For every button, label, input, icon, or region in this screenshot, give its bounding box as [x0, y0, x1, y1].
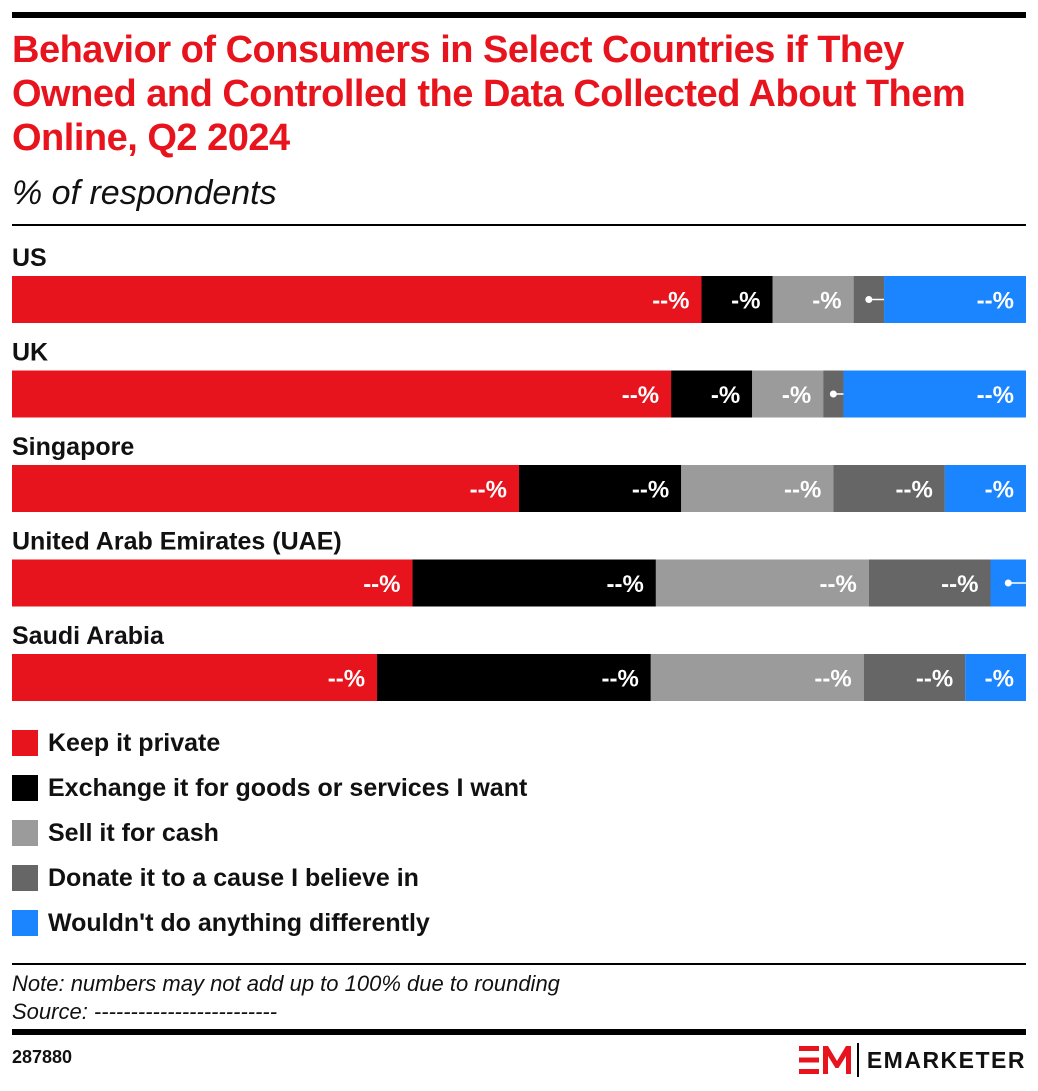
data-label: --% [601, 666, 638, 693]
data-label: --% [941, 571, 978, 598]
data-label: --% [896, 477, 933, 504]
category-label: UK [12, 339, 48, 367]
emarketer-logo: EMARKETER [798, 1042, 1026, 1078]
legend-label: Exchange it for goods or services I want [48, 774, 528, 802]
data-label: --% [328, 666, 365, 693]
note-divider [12, 963, 1026, 965]
bar-segment [671, 370, 753, 418]
legend-swatch [12, 820, 38, 846]
bar-segment [519, 465, 682, 512]
em-logo-icon [798, 1046, 851, 1074]
chart-id: 287880 [12, 1047, 73, 1067]
bar-segment [772, 276, 854, 323]
bar-segment [681, 465, 834, 512]
legend-label: Sell it for cash [48, 819, 219, 847]
data-label: --% [652, 288, 689, 315]
data-label: --% [622, 382, 659, 409]
bar-segment [377, 654, 651, 701]
legend-label: Donate it to a cause I believe in [48, 864, 419, 892]
top-rule [12, 12, 1026, 18]
data-label: -% [985, 666, 1014, 693]
data-label: --% [820, 571, 857, 598]
bar-segment [863, 654, 966, 701]
bar-segment [655, 559, 869, 607]
chart-source: Source: ------------------------- [12, 999, 278, 1024]
bar-segment [12, 559, 413, 607]
chart-note: Note: numbers may not add up to 100% due… [12, 971, 560, 996]
bar-segment [650, 654, 864, 701]
legend-swatch [12, 865, 38, 891]
bar-segment [412, 559, 656, 607]
chart-subtitle: % of respondents [12, 174, 277, 212]
stacked-bar-chart: US --% -% -% --% --% UK --% -% -% --% --% Singapore -… [12, 244, 1038, 701]
data-label: --% [977, 288, 1014, 315]
title-divider [12, 224, 1026, 226]
data-label: -% [711, 382, 740, 409]
legend-label: Keep it private [48, 729, 221, 757]
legend-swatch [12, 775, 38, 801]
label-leader-dot [865, 296, 873, 303]
chart-title: Behavior of Consumers in Select Countrie… [12, 29, 966, 159]
bar-segment [833, 465, 945, 512]
bar-segment [944, 465, 1026, 512]
data-label: -% [1034, 571, 1038, 598]
bottom-rule [12, 1029, 1026, 1035]
bar-segment [701, 276, 773, 323]
bar-segment [843, 370, 1026, 418]
data-label: --% [814, 666, 851, 693]
category-label: Singapore [12, 433, 134, 461]
legend-label: Wouldn't do anything differently [48, 909, 430, 937]
bar-segment [12, 465, 519, 512]
logo-separator [856, 1043, 859, 1077]
legend-swatch [12, 910, 38, 936]
data-label: --% [784, 477, 821, 504]
logo-wordmark: EMARKETER [866, 1046, 1026, 1073]
bar-segment [884, 276, 1026, 323]
data-label: --% [916, 666, 953, 693]
bar-segment [12, 370, 672, 418]
data-label: --% [363, 571, 400, 598]
bar-segment [12, 654, 378, 701]
data-label: --% [977, 382, 1014, 409]
data-label: -% [782, 382, 811, 409]
legend-swatch [12, 730, 38, 756]
data-label: -% [985, 477, 1014, 504]
label-leader-dot [829, 390, 837, 398]
bar-segment [965, 654, 1026, 701]
data-label: -% [812, 288, 841, 315]
data-label: --% [607, 571, 644, 598]
category-label: United Arab Emirates (UAE) [12, 528, 342, 556]
data-label: -% [731, 288, 760, 315]
label-leader-dot [1004, 579, 1012, 587]
category-label: Saudi Arabia [12, 622, 165, 650]
bar-segment [752, 370, 824, 418]
bar-segment [12, 276, 702, 323]
data-label: --% [470, 477, 507, 504]
bar-segment [868, 559, 991, 607]
data-label: --% [632, 477, 669, 504]
category-label: US [12, 244, 47, 272]
